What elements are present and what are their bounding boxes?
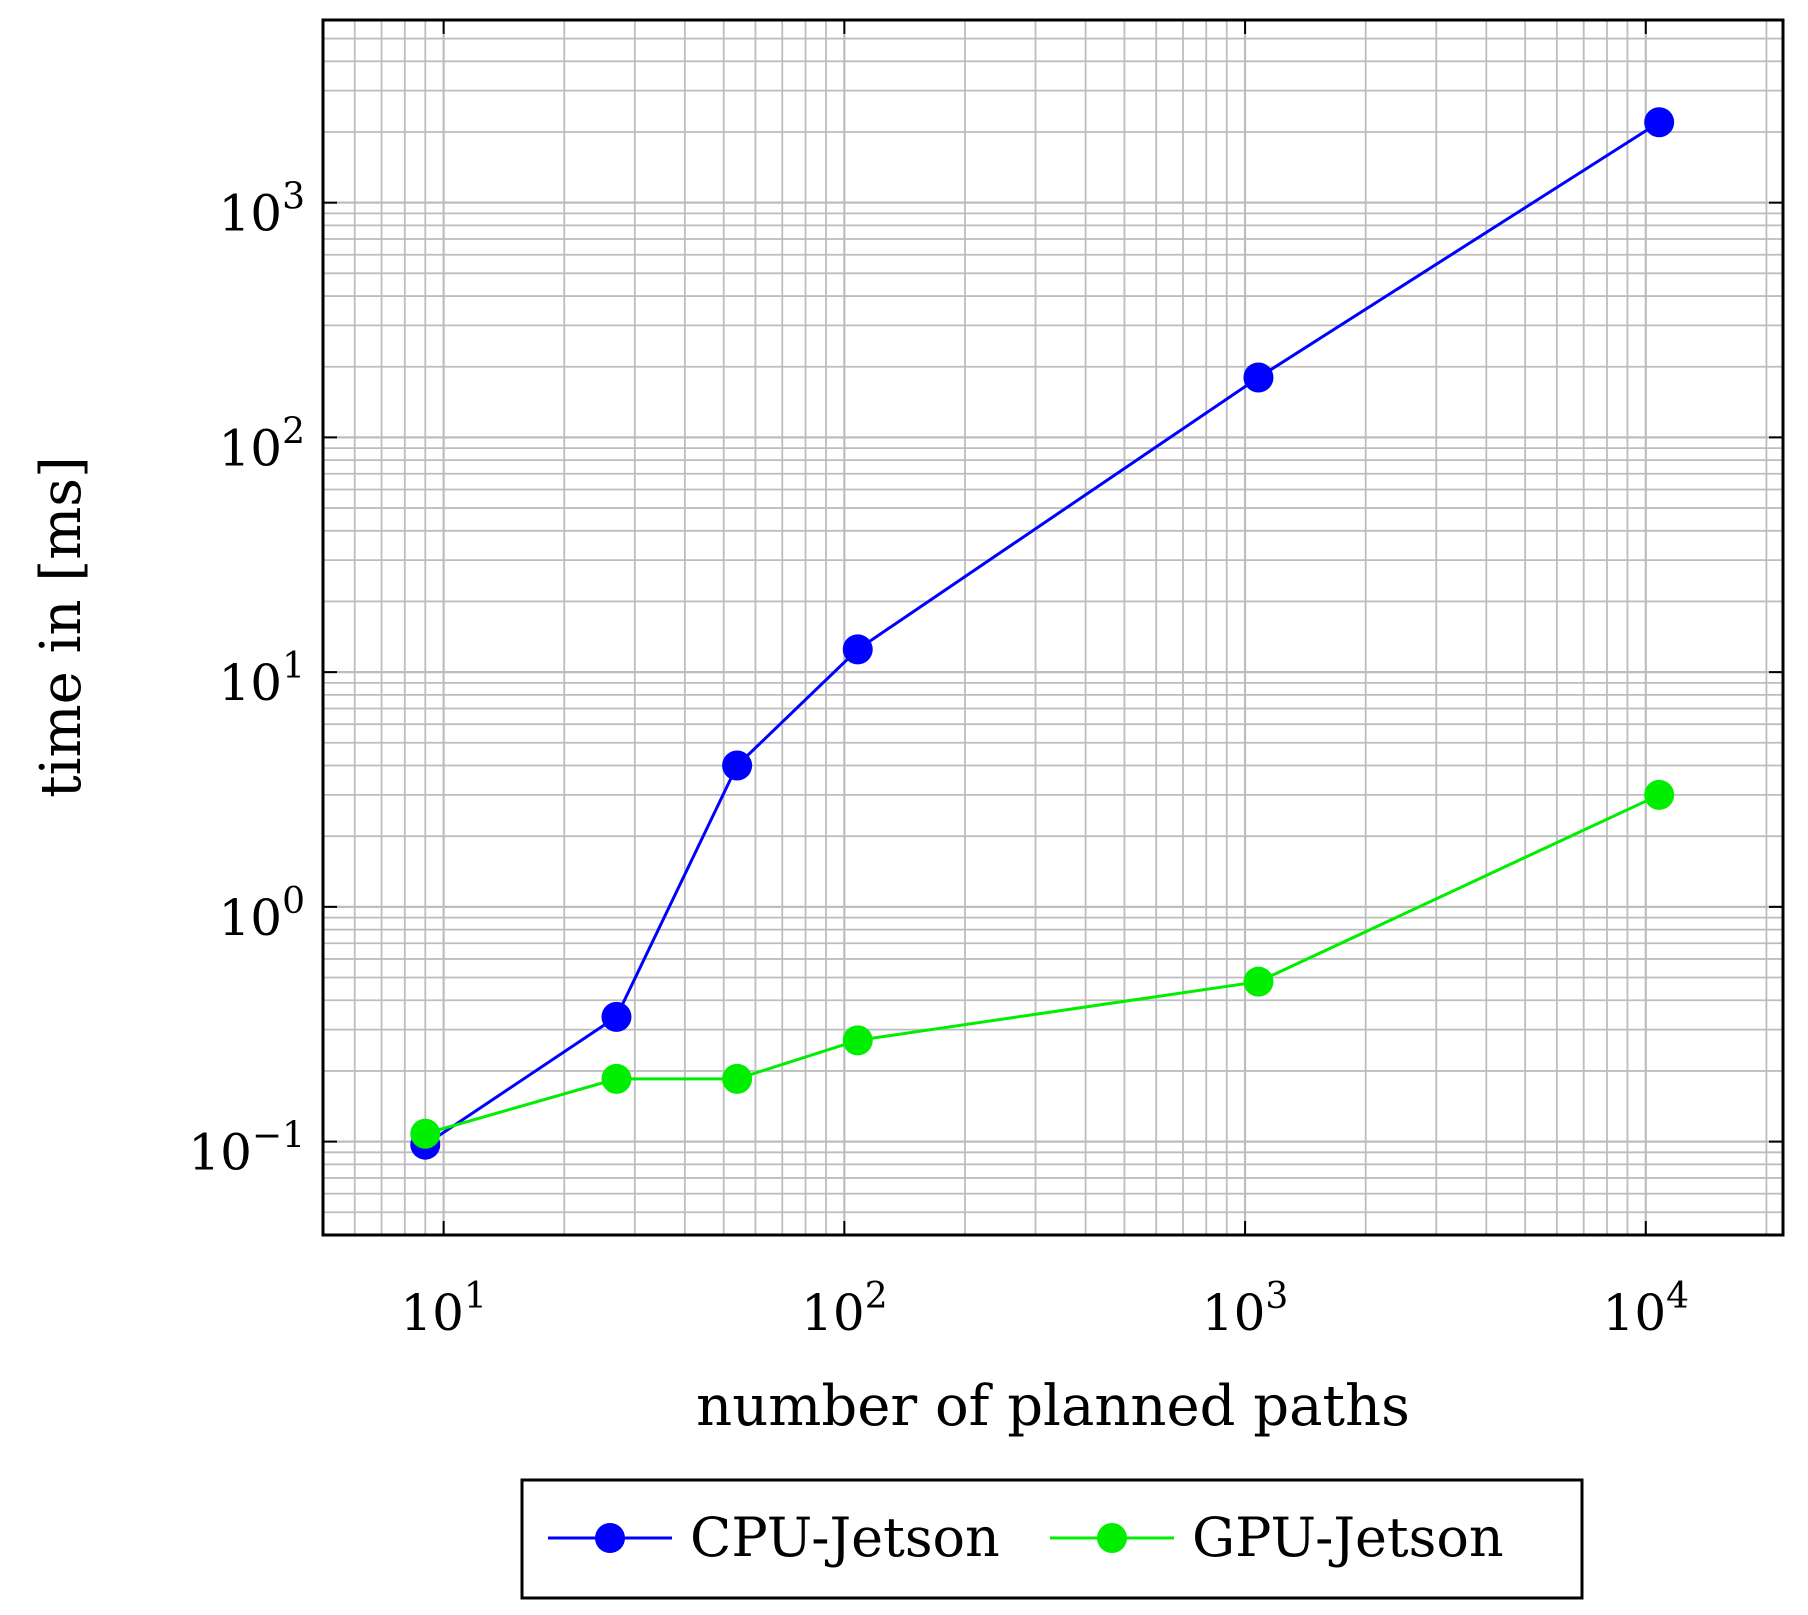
series-layer: [410, 107, 1675, 1160]
gpu-jetson-point: [410, 1118, 441, 1149]
cpu-jetson-line: [424, 121, 1661, 1146]
gpu-jetson-point: [722, 1063, 753, 1094]
y-tick-label: 103: [218, 177, 305, 243]
cpu-jetson-point: [601, 1001, 632, 1032]
y-tick-label: 101: [218, 646, 305, 712]
y-tick-label: 10−1: [188, 1116, 305, 1182]
x-tick-label: 102: [801, 1276, 888, 1342]
cpu-jetson-point: [1644, 107, 1675, 138]
y-tick-label: 102: [218, 411, 305, 477]
gpu-jetson-point: [601, 1063, 632, 1094]
x-tick-label: 103: [1202, 1276, 1289, 1342]
tick-labels: 101 102 103 104 10−1 100 101 102 103: [188, 20, 1783, 1342]
y-axis-title: time in [ms]: [29, 456, 94, 798]
gpu-jetson-line: [424, 793, 1660, 1136]
plot-frame: [321, 18, 1785, 1237]
cpu-jetson-point: [842, 634, 873, 665]
x-tick-label: 101: [400, 1276, 487, 1342]
legend-cpu-marker: [595, 1523, 625, 1553]
legend: CPU-Jetson GPU-Jetson: [520, 1478, 1584, 1600]
legend-gpu-label: GPU-Jetson: [1192, 1506, 1504, 1569]
gpu-jetson-point: [842, 1025, 873, 1056]
legend-cpu-label: CPU-Jetson: [690, 1506, 1000, 1569]
cpu-jetson-point: [1243, 362, 1274, 393]
gpu-jetson-point: [1644, 779, 1675, 810]
legend-gpu-marker: [1097, 1523, 1127, 1553]
y-tick-label: 100: [218, 881, 305, 947]
grid: [322, 19, 1783, 1236]
x-axis-title: number of planned paths: [696, 1374, 1410, 1439]
x-tick-label: 104: [1603, 1276, 1690, 1342]
cpu-jetson-point: [722, 750, 753, 781]
gpu-jetson-point: [1243, 966, 1274, 997]
